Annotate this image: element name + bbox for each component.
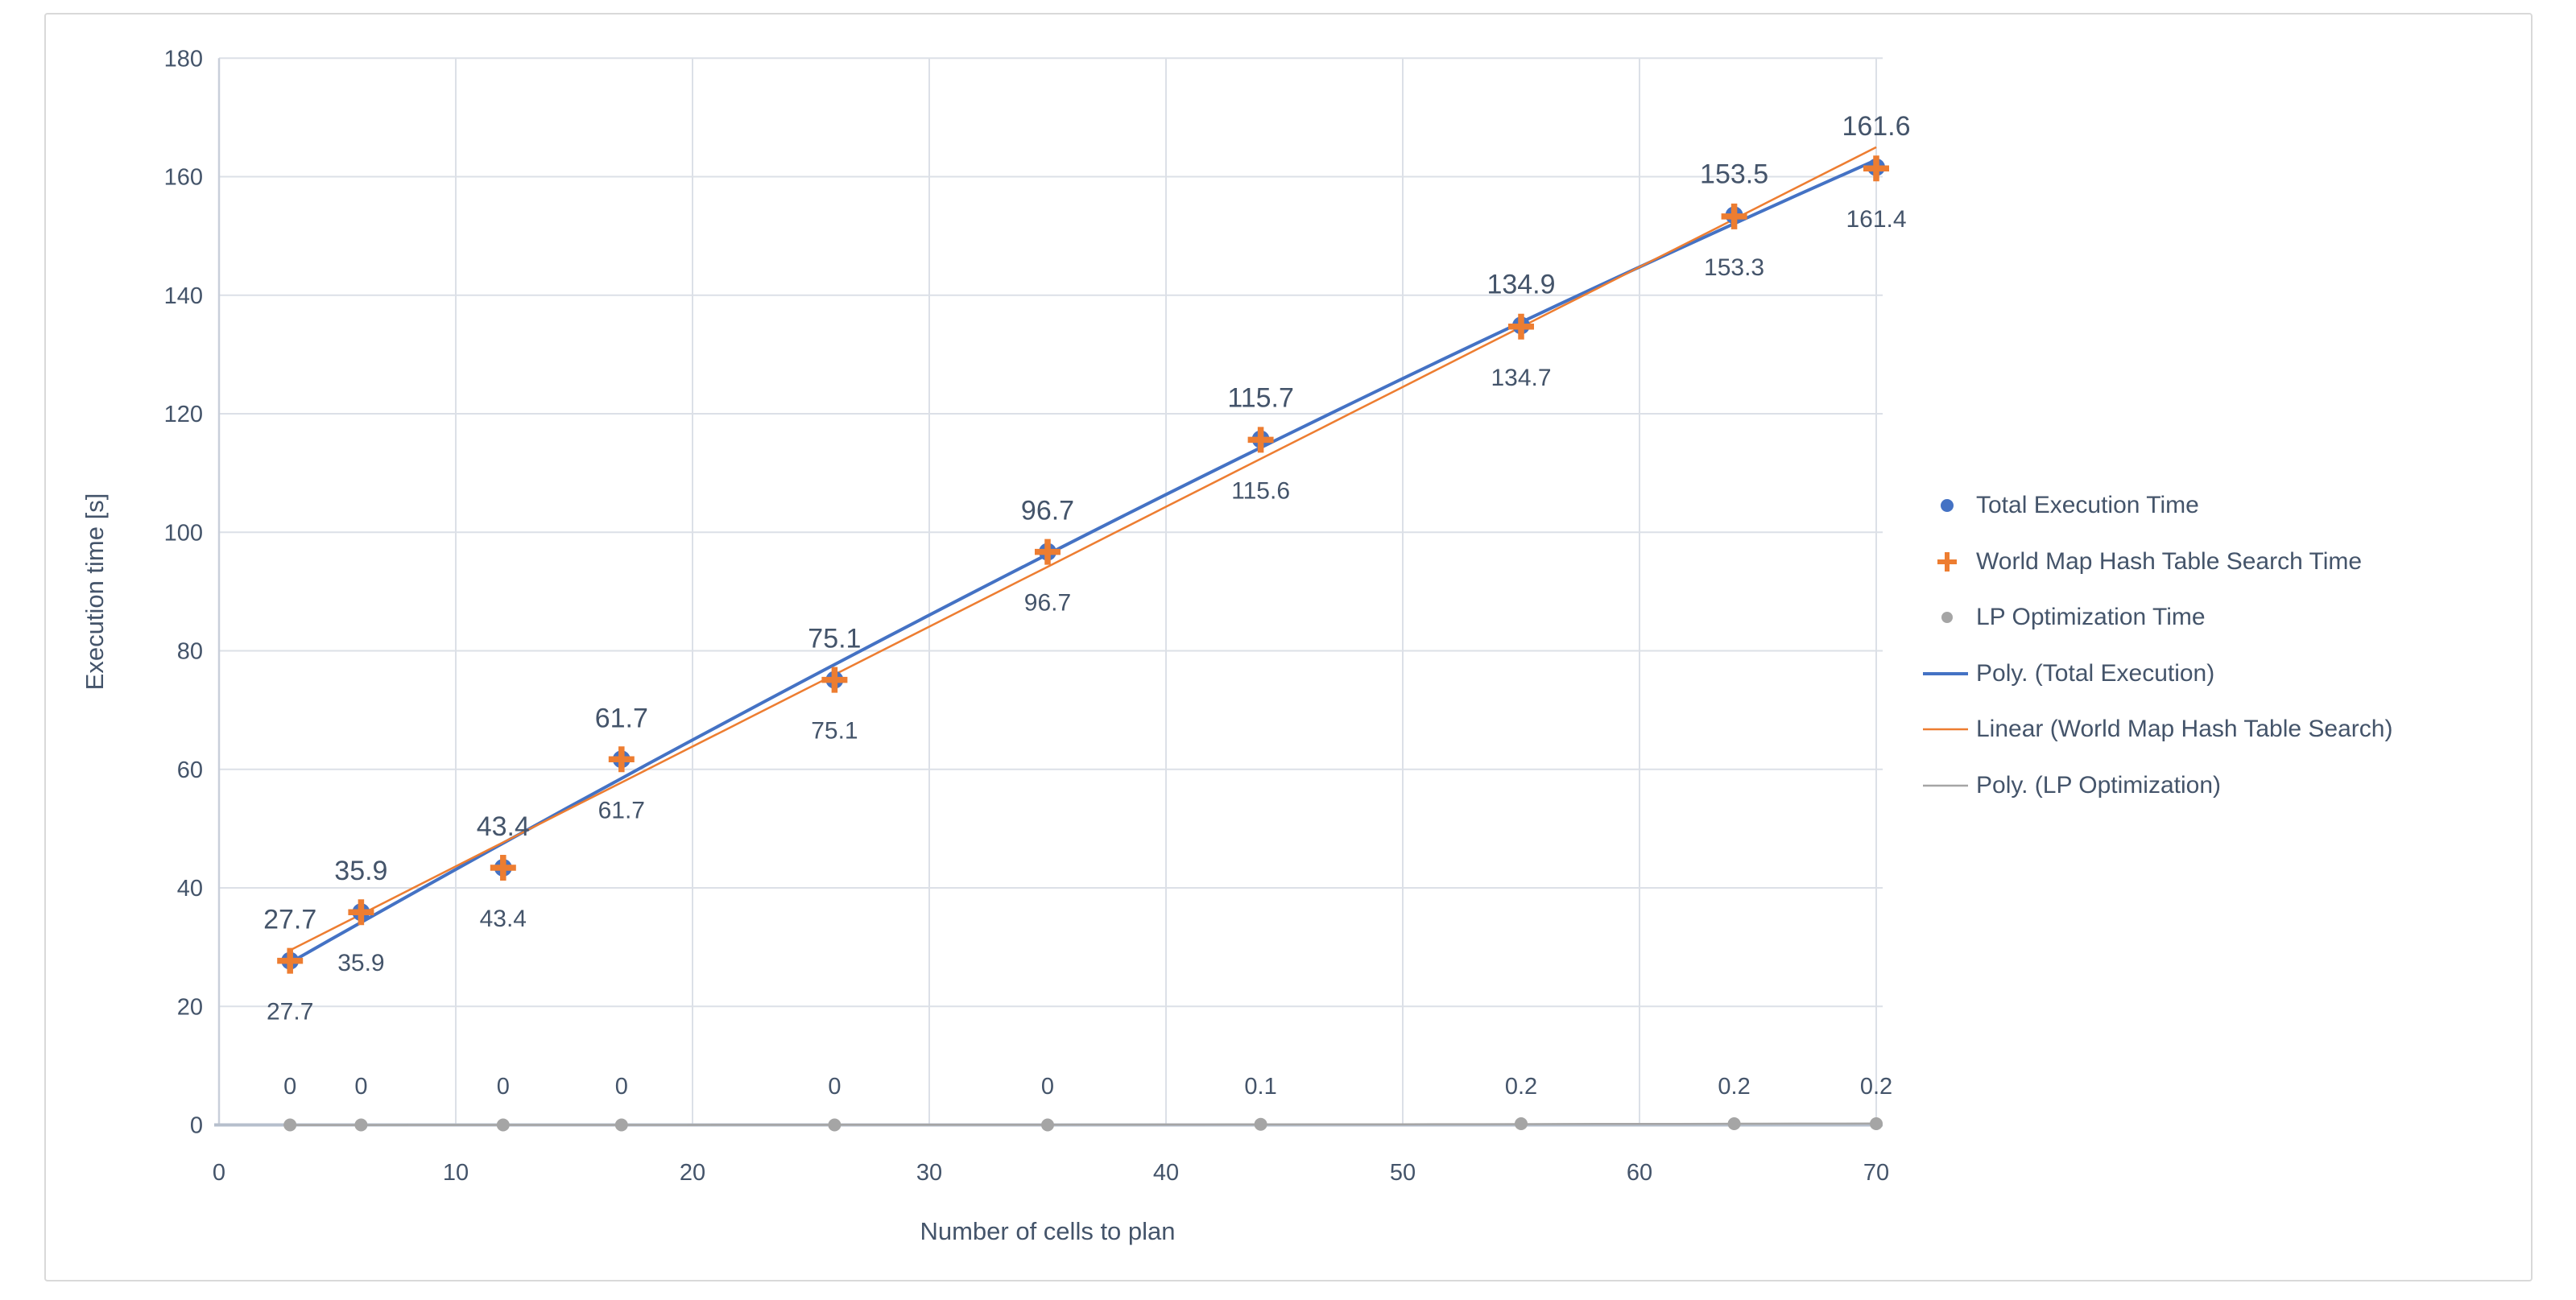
hash-table-search-label: 43.4 [480, 906, 527, 932]
legend-label: Poly. (LP Optimization) [1976, 772, 2221, 799]
hash-table-search-marker [1863, 155, 1889, 182]
tick-labels: 0 10 20 30 40 50 60 70 0 20 40 60 80 100 120 140 160 180 [164, 46, 1890, 1186]
total-execution-label: 75.1 [808, 624, 861, 654]
lp-optimization-label: 0 [1041, 1074, 1054, 1100]
legend-item-5: Poly. (LP Optimization) [1921, 768, 2221, 803]
x-tick-label: 40 [1153, 1160, 1179, 1186]
total-execution-label: 35.9 [334, 856, 387, 886]
x-tick-label: 30 [916, 1160, 942, 1186]
hash-table-search-marker [1721, 203, 1747, 229]
legend-plus-icon [1937, 551, 1957, 572]
legend-item-4: Linear (World Map Hash Table Search) [1921, 712, 2392, 747]
legend-item-2: LP Optimization Time [1921, 600, 2206, 635]
lp-optimization-marker [1515, 1117, 1528, 1131]
lp-optimization-label: 0.1 [1244, 1074, 1276, 1100]
x-tick-label: 10 [443, 1160, 469, 1186]
trendline-2 [290, 1122, 1877, 1126]
hash-table-search-label: 161.4 [1846, 206, 1906, 233]
hash-table-search-marker [277, 947, 304, 974]
legend-line-thick-icon [1923, 671, 1968, 675]
lp-optimization-label: 0.2 [1718, 1074, 1750, 1100]
lp-optimization-marker [1041, 1118, 1054, 1132]
lp-optimization-marker [496, 1118, 510, 1132]
total-execution-label: 27.7 [263, 905, 316, 935]
legend-label: Total Execution Time [1976, 492, 2199, 518]
data-point-markers [277, 155, 1889, 1132]
legend-circle-small-icon [1941, 612, 1953, 624]
total-execution-label: 96.7 [1021, 496, 1074, 526]
y-tick-label: 0 [190, 1113, 203, 1139]
hash-table-search-marker [608, 746, 635, 773]
hash-table-search-label: 61.7 [598, 797, 645, 823]
legend-item-3: Poly. (Total Execution) [1921, 656, 2214, 691]
y-tick-label: 100 [164, 520, 203, 546]
lp-optimization-label: 0 [354, 1074, 367, 1100]
legend-label: LP Optimization Time [1976, 604, 2206, 631]
lp-optimization-label: 0.2 [1505, 1074, 1537, 1100]
trendline-0 [289, 158, 1877, 964]
lp-optimization-label: 0.2 [1860, 1074, 1892, 1100]
legend-label: Poly. (Total Execution) [1976, 659, 2215, 687]
total-execution-label: 134.9 [1486, 269, 1555, 299]
lp-optimization-label: 0 [497, 1074, 510, 1100]
total-execution-label: 43.4 [477, 811, 530, 842]
x-tick-label: 0 [213, 1160, 225, 1186]
legend-circle-icon [1941, 499, 1954, 512]
total-execution-label: 161.6 [1842, 111, 1910, 142]
lp-optimization-label: 0 [283, 1074, 296, 1100]
y-tick-label: 60 [177, 757, 203, 783]
legend-item-1: World Map Hash Table Search Time [1921, 544, 2362, 580]
x-tick-label: 70 [1863, 1160, 1889, 1186]
hash-table-search-marker [1035, 539, 1061, 565]
trendline-1 [289, 146, 1877, 951]
hash-table-search-marker [348, 899, 374, 926]
hash-table-search-label: 96.7 [1024, 590, 1071, 617]
lp-optimization-marker [354, 1118, 368, 1132]
y-axis-title: Execution time [s] [81, 493, 109, 691]
y-tick-label: 40 [177, 876, 203, 902]
hash-table-search-marker [821, 667, 848, 693]
legend-label: Linear (World Map Hash Table Search) [1976, 716, 2393, 743]
x-axis-title: Number of cells to plan [920, 1217, 1176, 1245]
hash-table-search-label: 35.9 [337, 950, 384, 976]
total-execution-label: 153.5 [1700, 159, 1768, 189]
hash-table-search-label: 75.1 [811, 718, 858, 745]
lp-optimization-marker [828, 1118, 841, 1132]
x-tick-label: 60 [1627, 1160, 1652, 1186]
y-tick-label: 120 [164, 402, 203, 427]
legend-line-icon [1923, 728, 1968, 731]
hash-table-search-label: 134.7 [1491, 365, 1551, 391]
legend-label: World Map Hash Table Search Time [1976, 547, 2363, 575]
hash-table-search-marker [490, 854, 516, 881]
hash-table-search-label: 115.6 [1231, 477, 1290, 504]
data-labels: 27.7 27.7 0 35.9 35.9 0 43.4 43.4 0 61.7 61.7 0 75.1… [263, 111, 1910, 1100]
x-tick-label: 50 [1390, 1160, 1416, 1186]
hash-table-search-label: 27.7 [267, 999, 313, 1026]
hash-table-search-label: 153.3 [1704, 254, 1764, 281]
x-tick-label: 20 [680, 1160, 705, 1186]
lp-optimization-marker [1870, 1117, 1883, 1131]
y-tick-label: 140 [164, 283, 203, 309]
lp-optimization-marker [1727, 1117, 1741, 1131]
y-tick-label: 160 [164, 165, 203, 191]
lp-optimization-marker [1254, 1117, 1267, 1131]
trendlines [289, 146, 1877, 1126]
hash-table-search-marker [1508, 313, 1534, 340]
legend-item-0: Total Execution Time [1921, 488, 2199, 523]
lp-optimization-label: 0 [615, 1074, 628, 1100]
total-execution-label: 115.7 [1227, 383, 1294, 414]
y-tick-label: 180 [164, 46, 203, 72]
legend-line-icon [1923, 784, 1968, 787]
y-tick-label: 20 [177, 994, 203, 1020]
chart-border [44, 13, 2533, 1281]
lp-optimization-marker [283, 1118, 297, 1132]
y-tick-label: 80 [177, 639, 203, 665]
total-execution-label: 61.7 [595, 703, 648, 733]
hash-table-search-marker [1247, 427, 1274, 453]
lp-optimization-marker [614, 1118, 628, 1132]
lp-optimization-label: 0 [828, 1074, 841, 1100]
gridlines [219, 57, 1883, 1125]
